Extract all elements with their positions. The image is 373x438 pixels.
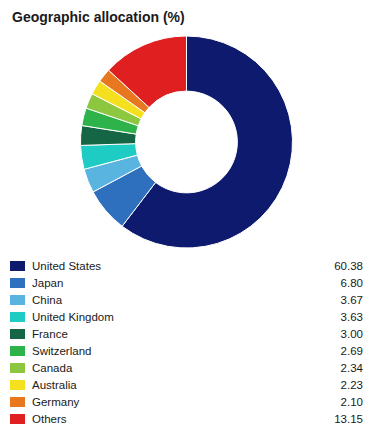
- legend-swatch: [10, 329, 25, 339]
- legend-value: 3.63: [341, 311, 363, 323]
- pie: [80, 36, 292, 248]
- legend-label: United Kingdom: [32, 311, 114, 323]
- legend-item: France 3.00: [10, 328, 363, 340]
- legend-value: 60.38: [334, 260, 363, 272]
- legend-swatch: [10, 380, 25, 390]
- legend-item: Canada 2.34: [10, 362, 364, 374]
- legend-swatch: [10, 346, 25, 356]
- legend-swatch: [10, 414, 25, 424]
- legend-value: 2.69: [341, 345, 363, 357]
- legend-label: United States: [32, 260, 101, 272]
- legend-value: 3.00: [341, 328, 363, 340]
- legend-label: Japan: [32, 277, 63, 289]
- legend-label: France: [32, 328, 68, 340]
- legend-item: Australia 2.23: [10, 379, 363, 391]
- legend-label: Australia: [32, 379, 77, 391]
- legend-item: Switzerland 2.69: [10, 345, 363, 357]
- slice: [81, 144, 138, 170]
- legend-swatch: [10, 397, 25, 407]
- legend-swatch: [10, 261, 25, 271]
- legend-item: Others 13.15: [10, 413, 363, 425]
- chart: Geographic allocation (%) United States 60…: [0, 0, 373, 438]
- legend-item: Japan 6.80: [10, 277, 363, 289]
- legend: United States 60.38 Japan 6.80 China 3.67 Unit…: [10, 260, 364, 425]
- legend-value: 2.10: [341, 396, 363, 408]
- slice: [109, 36, 187, 108]
- legend-value: 2.34: [341, 362, 364, 374]
- legend-label: Others: [32, 413, 67, 425]
- legend-label: Germany: [32, 396, 80, 408]
- legend-swatch: [10, 278, 25, 288]
- legend-swatch: [10, 295, 25, 305]
- legend-item: United Kingdom 3.63: [10, 311, 363, 323]
- legend-value: 6.80: [341, 277, 363, 289]
- legend-label: China: [32, 294, 63, 306]
- legend-swatch: [10, 312, 25, 322]
- title: Geographic allocation (%): [12, 9, 185, 25]
- legend-item: China 3.67: [10, 294, 363, 306]
- legend-label: Canada: [32, 362, 73, 374]
- legend-value: 2.23: [341, 379, 363, 391]
- legend-value: 3.67: [341, 294, 363, 306]
- legend-label: Switzerland: [32, 345, 91, 357]
- legend-swatch: [10, 363, 25, 373]
- legend-item: Germany 2.10: [10, 396, 363, 408]
- legend-item: United States 60.38: [10, 260, 363, 272]
- legend-value: 13.15: [334, 413, 363, 425]
